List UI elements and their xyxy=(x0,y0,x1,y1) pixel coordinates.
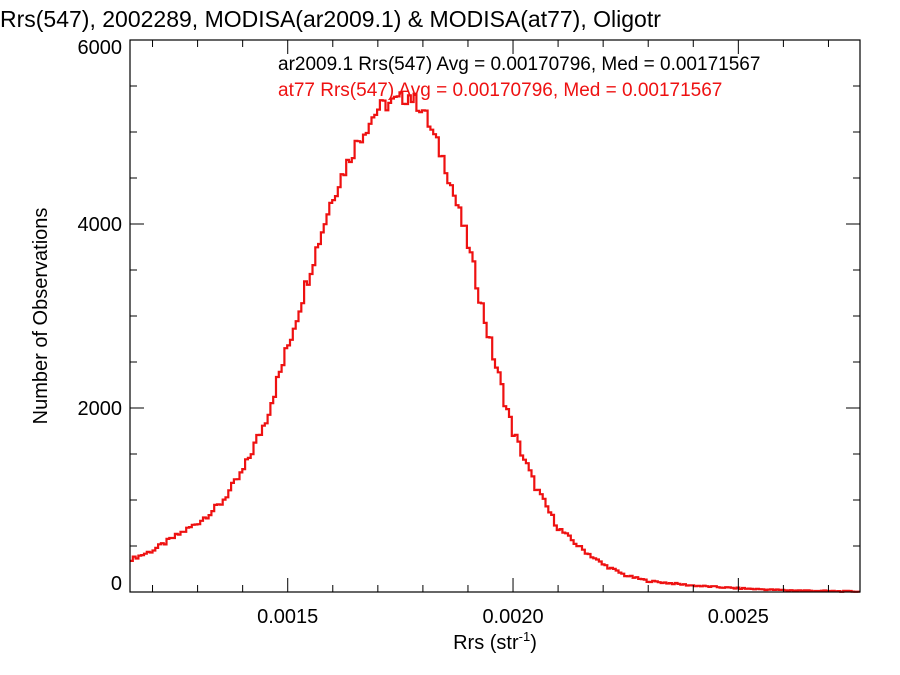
annotation-at77: at77 Rrs(547) Avg = 0.00170796, Med = 0.… xyxy=(278,80,722,101)
axes: 0.0015 0.0020 0.0025 0 2000 4000 6000 xyxy=(78,37,860,628)
x-axis-label-main: Rrs (str xyxy=(453,632,519,654)
plot-area xyxy=(130,91,860,593)
y-axis-label: Number of Observations xyxy=(30,208,52,425)
y-tick-label: 2000 xyxy=(78,398,123,420)
x-axis-label-close: ) xyxy=(530,632,537,654)
y-tick-label: 0 xyxy=(111,573,122,595)
annotation-ar2009: ar2009.1 Rrs(547) Avg = 0.00170796, Med … xyxy=(278,54,760,75)
x-axis-label: Rrs (str-1) xyxy=(453,629,537,654)
chart-title: Rrs(547), 2002289, MODISA(ar2009.1) & MO… xyxy=(0,6,661,32)
x-axis-label-superscript: -1 xyxy=(519,629,531,644)
y-tick-label: 4000 xyxy=(78,214,123,236)
x-tick-label: 0.0015 xyxy=(257,606,318,628)
x-tick-label: 0.0020 xyxy=(482,606,543,628)
histogram-series-0 xyxy=(130,91,860,593)
x-tick-label: 0.0025 xyxy=(708,606,769,628)
y-tick-label: 6000 xyxy=(78,37,123,59)
plot-frame xyxy=(129,39,861,593)
